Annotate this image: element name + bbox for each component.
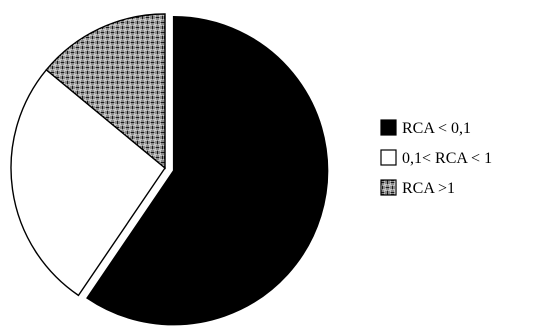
legend-swatch-rca-0-1 — [380, 119, 397, 136]
legend-swatch-rca-1 — [380, 179, 397, 196]
legend-label-rca-1: RCA >1 — [402, 180, 455, 197]
legend-swatch-0-1-rca-1 — [380, 149, 397, 166]
pie-slice-0-1-rca-1 — [10, 68, 166, 297]
pie-slices — [10, 13, 329, 326]
pie-slice-rca-0-1 — [86, 15, 329, 326]
legend: RCA < 0,1 0,1< RCA < 1 RCA >1 — [380, 119, 492, 197]
legend-label-rca-0-1: RCA < 0,1 — [402, 120, 471, 137]
legend-label-0-1-rca-1: 0,1< RCA < 1 — [402, 150, 492, 167]
pie-slice-rca-1 — [45, 13, 166, 170]
